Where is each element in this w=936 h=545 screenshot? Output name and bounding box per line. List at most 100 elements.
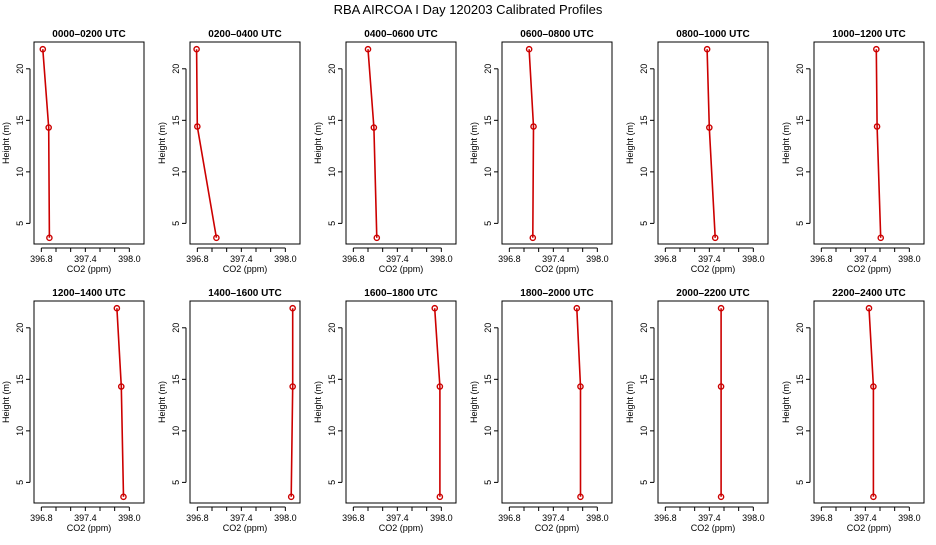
y-tick-label: 20 [639,323,649,333]
data-point [373,234,381,242]
data-point [436,383,444,390]
plot-frame [657,300,769,504]
x-tick-label: 397.4 [698,254,721,264]
y-tick-label: 15 [171,374,181,384]
y-tick-label: 10 [327,426,337,436]
y-tick-label: 20 [483,64,493,74]
y-axis-label: Height (m) [157,381,167,423]
x-axis-label: CO2 (ppm) [223,523,268,533]
profile-line [195,49,218,238]
data-point [117,383,125,390]
y-tick-label: 5 [795,221,805,226]
plot-frame [189,300,301,504]
data-point [703,45,711,53]
profile-line [290,308,294,497]
panel-4: 0600–0800 UTC 396.8 397.4 398.0 CO2 (ppm) 5 10… [469,29,613,274]
y-tick-label: 10 [483,426,493,436]
y-tick-label: 20 [795,323,805,333]
x-tick-label: 396.8 [342,254,365,264]
data-point [289,304,296,312]
panel-title: 0800–1000 UTC [676,29,749,40]
panel-10: 1800–2000 UTC 396.8 397.4 398.0 CO2 (ppm) 5 10… [469,288,613,533]
y-axis-label: Height (m) [313,122,323,164]
panel-7: 1200–1400 UTC 396.8 397.4 398.0 CO2 (ppm) 5 10… [1,288,145,533]
data-point [530,123,537,130]
y-tick-label: 15 [171,115,181,125]
data-point [870,493,877,501]
data-point [39,45,47,53]
x-tick-label: 397.4 [230,254,253,264]
y-tick-label: 10 [795,426,805,436]
x-tick-label: 397.4 [74,513,97,523]
panel-2: 0200–0400 UTC 396.8 397.4 398.0 CO2 (ppm) 5 10… [157,29,301,274]
x-tick-label: 396.8 [654,513,677,523]
panel-title: 0200–0400 UTC [208,29,281,40]
data-point [45,124,52,131]
data-point [525,45,533,53]
plot-frame [501,41,613,245]
y-tick-label: 5 [327,221,337,226]
x-tick-label: 396.8 [810,254,833,264]
y-tick-label: 5 [327,480,337,485]
x-tick-label: 396.8 [498,254,521,264]
y-tick-label: 20 [483,323,493,333]
x-tick-label: 398.0 [742,254,765,264]
y-tick-label: 15 [639,115,649,125]
y-tick-label: 15 [795,115,805,125]
y-axis-label: Height (m) [313,381,323,423]
x-tick-label: 397.4 [74,254,97,264]
data-point [706,124,713,131]
x-tick-label: 396.8 [186,254,209,264]
y-tick-label: 10 [15,426,25,436]
data-point [877,234,885,242]
profile-line [576,308,582,497]
x-tick-label: 396.8 [186,513,209,523]
x-tick-label: 397.4 [386,513,409,523]
x-tick-label: 396.8 [810,513,833,523]
profile-line [706,49,716,238]
profile-line [116,308,125,497]
y-axis-label: Height (m) [1,122,11,164]
y-tick-label: 5 [639,480,649,485]
data-point [711,234,719,242]
x-tick-label: 396.8 [654,254,677,264]
x-axis-label: CO2 (ppm) [847,523,892,533]
panel-title: 1000–1200 UTC [832,29,905,40]
y-tick-label: 10 [171,167,181,177]
y-tick-label: 5 [639,221,649,226]
y-tick-label: 15 [15,374,25,384]
x-tick-label: 398.0 [898,513,921,523]
panel-8: 1400–1600 UTC 396.8 397.4 398.0 CO2 (ppm) 5 10… [157,288,301,533]
main-title: RBA AIRCOA I Day 120203 Calibrated Profi… [333,2,603,17]
x-axis-label: CO2 (ppm) [691,523,736,533]
plot-frame [33,300,145,504]
x-tick-label: 398.0 [898,254,921,264]
x-tick-label: 398.0 [586,254,609,264]
x-axis-label: CO2 (ppm) [67,523,112,533]
panel-title: 1400–1600 UTC [208,288,281,299]
x-tick-label: 396.8 [498,513,521,523]
x-axis-label: CO2 (ppm) [67,264,112,274]
panel-title: 1200–1400 UTC [52,288,125,299]
panel-6: 1000–1200 UTC 396.8 397.4 398.0 CO2 (ppm) 5 10… [781,29,925,274]
y-tick-label: 5 [483,480,493,485]
data-point [870,383,877,390]
data-point [717,383,725,390]
y-tick-label: 5 [15,480,25,485]
y-axis-label: Height (m) [625,122,635,164]
y-tick-label: 20 [15,323,25,333]
data-point [120,493,127,501]
y-tick-label: 5 [171,480,181,485]
plot-frame [813,300,925,504]
x-tick-label: 396.8 [30,254,53,264]
x-axis-label: CO2 (ppm) [223,264,268,274]
x-tick-label: 398.0 [274,254,297,264]
plot-frame [813,41,925,245]
x-tick-label: 397.4 [854,254,877,264]
plot-frame [345,41,457,245]
panel-title: 0000–0200 UTC [52,29,125,40]
plot-frame [33,41,145,245]
y-tick-label: 20 [639,64,649,74]
data-point [717,493,725,501]
x-tick-label: 397.4 [698,513,721,523]
